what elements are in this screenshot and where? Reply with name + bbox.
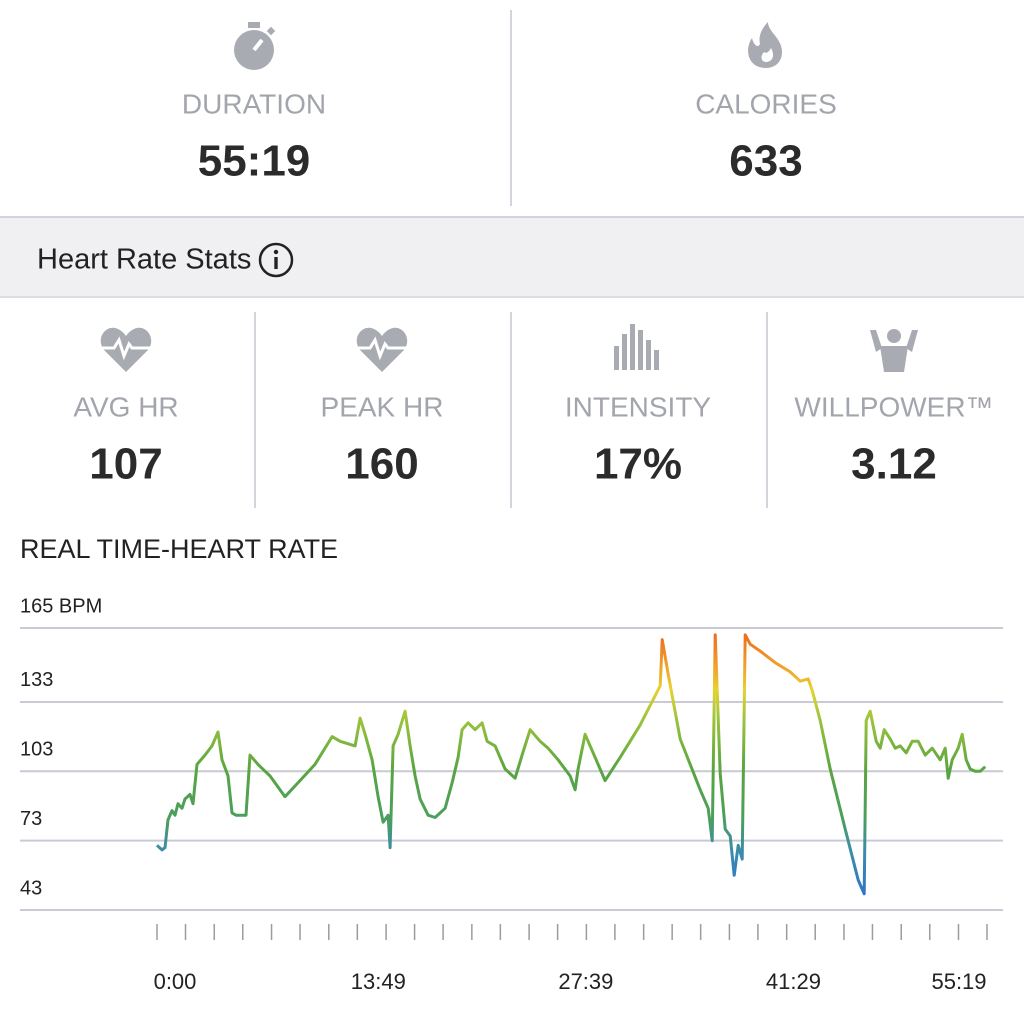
x-tick-label: 0:00	[154, 969, 197, 994]
x-tick-label: 41:29	[766, 969, 821, 994]
stat-value: 3.12	[851, 440, 937, 489]
y-tick-label: 43	[20, 877, 42, 899]
summary-label: DURATION	[182, 88, 326, 119]
chart-title: REAL TIME-HEART RATE	[20, 534, 338, 564]
willpower-icon	[870, 329, 918, 372]
heart-icon	[356, 327, 408, 372]
flame-icon	[748, 22, 782, 68]
info-button[interactable]	[258, 242, 294, 278]
chart: 43 73 103 133 165 BPM 0:00 13:49 27:39 41:29 55:1…	[20, 595, 1003, 994]
stat-label: WILLPOWER™	[794, 391, 993, 422]
stat-label: INTENSITY	[565, 391, 712, 422]
summary-value: 55:19	[198, 137, 311, 186]
y-tick-label: 73	[20, 808, 42, 830]
section-header	[0, 216, 1024, 297]
x-tick-label: 13:49	[351, 969, 406, 994]
stopwatch-icon	[234, 22, 276, 70]
summary-label: CALORIES	[695, 88, 837, 119]
x-tick-label: 27:39	[558, 969, 613, 994]
y-tick-label: 165 BPM	[20, 595, 102, 617]
stat-value: 160	[345, 440, 418, 489]
stat-label: AVG HR	[73, 391, 178, 422]
stat-value: 107	[89, 440, 162, 489]
x-tick-label: 55:19	[931, 969, 986, 994]
intensity-icon	[614, 324, 659, 370]
section-title: Heart Rate Stats	[37, 244, 251, 276]
stat-value: 17%	[594, 440, 682, 489]
y-tick-label: 103	[20, 739, 53, 761]
heart-icon	[100, 327, 152, 372]
y-tick-label: 133	[20, 669, 53, 691]
stat-label: PEAK HR	[321, 391, 444, 422]
summary-value: 633	[729, 137, 802, 186]
heart-rate-line	[155, 633, 987, 896]
